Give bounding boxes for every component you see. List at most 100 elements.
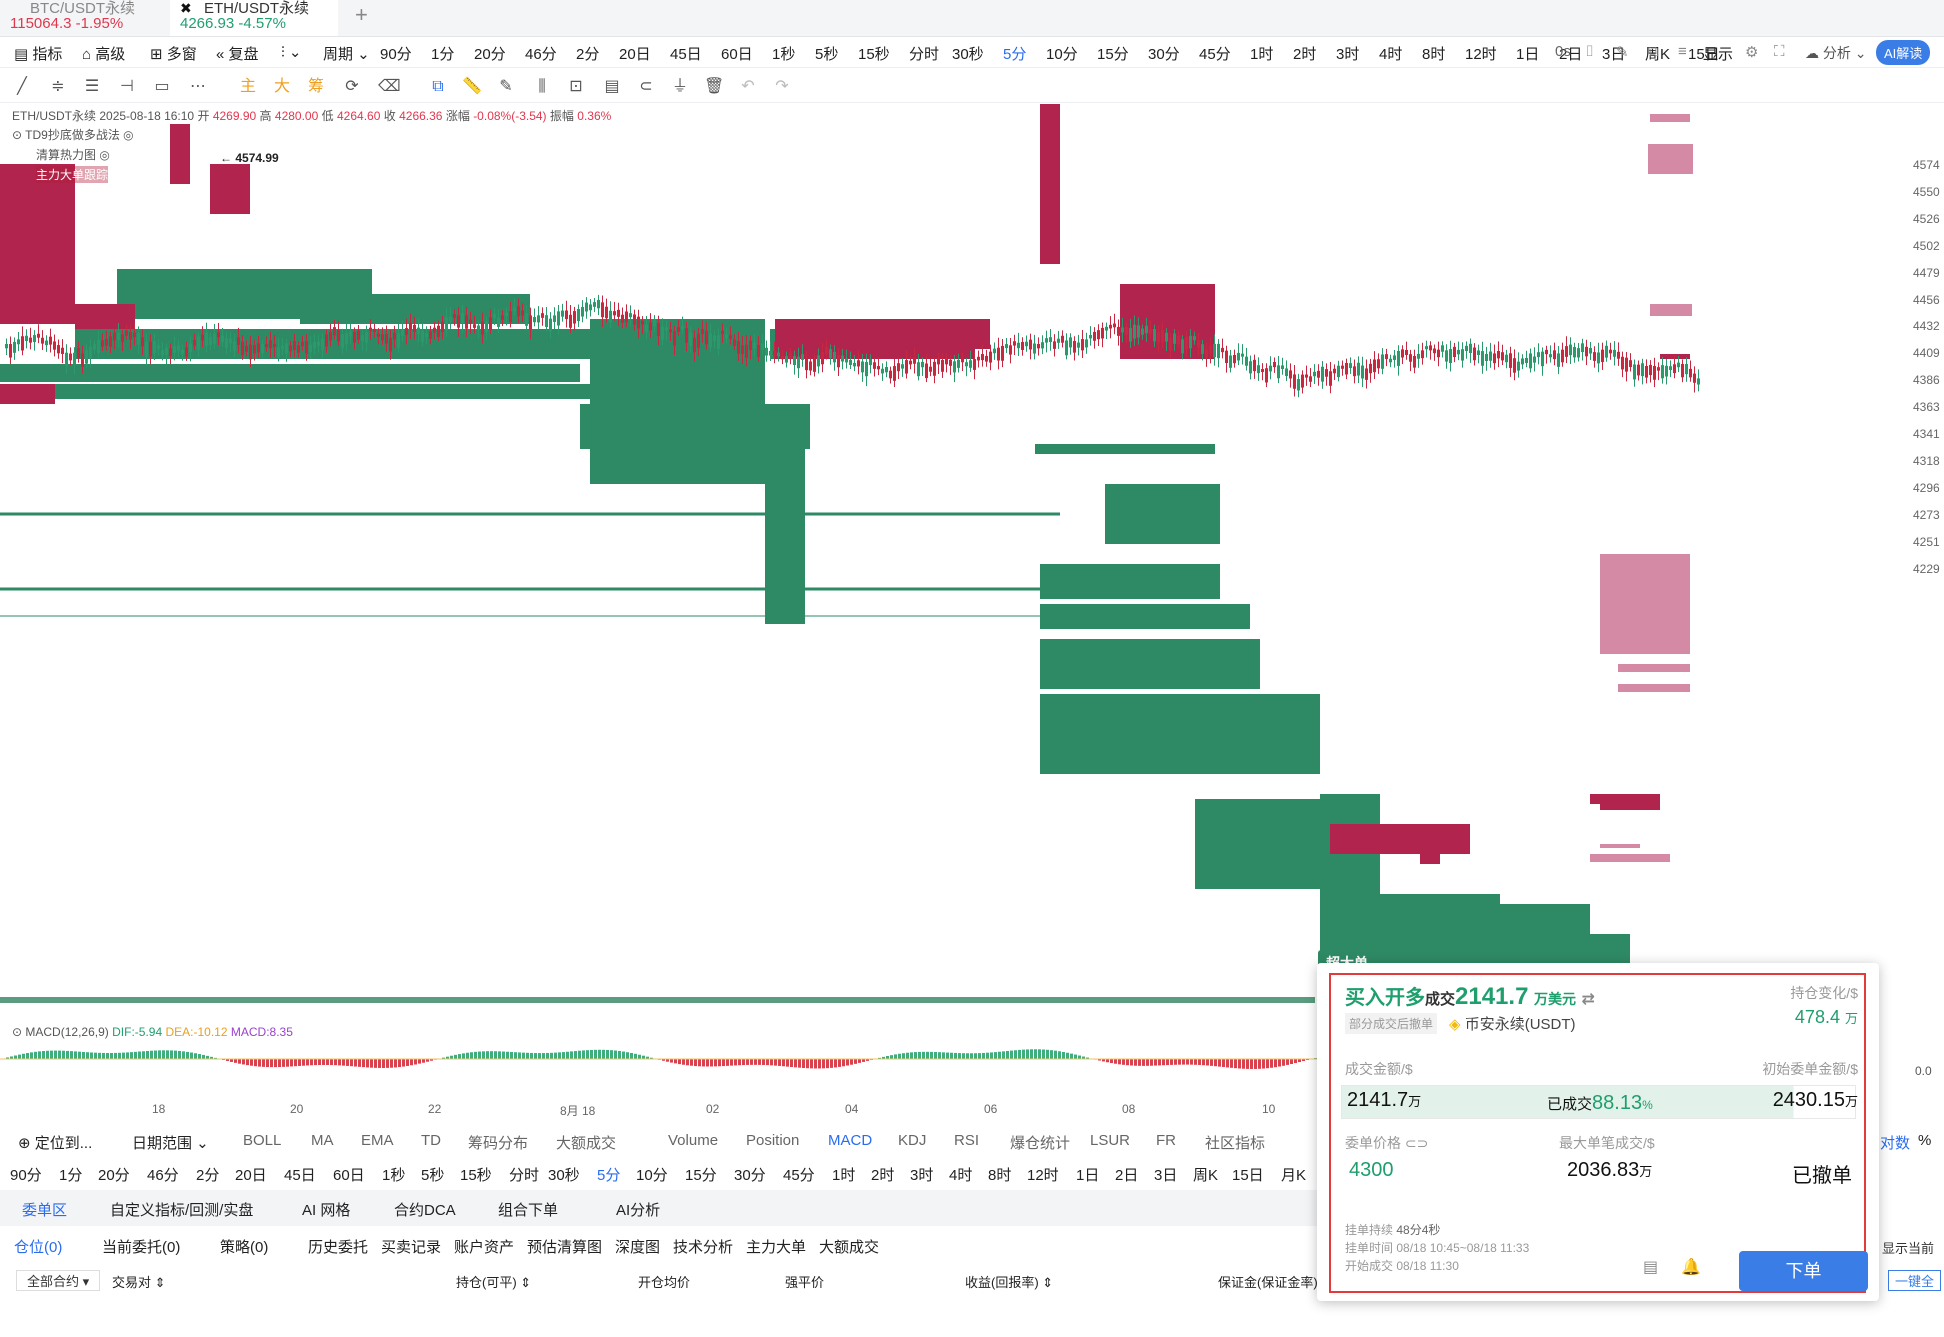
indicator-tab-12[interactable]: LSUR xyxy=(1090,1132,1131,1149)
chart-canvas[interactable] xyxy=(0,104,1944,1129)
indicator-tab-7[interactable]: Position xyxy=(746,1132,800,1149)
indicator-tab-11[interactable]: 爆仓统计 xyxy=(1010,1135,1071,1152)
period2-28[interactable]: 15日 xyxy=(1232,1167,1264,1184)
position-tab-3[interactable]: 历史委托 xyxy=(308,1239,369,1256)
replay-button[interactable]: « 复盘 xyxy=(216,46,259,63)
position-tab-8[interactable]: 技术分析 xyxy=(673,1239,734,1256)
ai-interpret-button[interactable]: AI解读 xyxy=(1876,40,1931,65)
period-18[interactable]: 1时 xyxy=(1250,46,1274,63)
period2-11[interactable]: 分时 xyxy=(509,1167,540,1184)
filter-icon[interactable]: ⏚ xyxy=(671,78,688,95)
period2-6[interactable]: 45日 xyxy=(284,1167,316,1184)
period-7[interactable]: 60日 xyxy=(721,46,753,63)
period2-1[interactable]: 1分 xyxy=(59,1167,83,1184)
position-tab-0[interactable]: 仓位(0) xyxy=(14,1239,63,1256)
period-14[interactable]: 10分 xyxy=(1046,46,1078,63)
period-21[interactable]: 4时 xyxy=(1379,46,1403,63)
position-tab-5[interactable]: 账户资产 xyxy=(454,1239,515,1256)
trash-icon[interactable]: 🗑 xyxy=(704,78,725,95)
one-click-close-button[interactable]: 一键全 xyxy=(1888,1270,1942,1291)
bottom-tab-5[interactable]: AI分析 xyxy=(616,1202,661,1219)
place-order-button[interactable]: 下单 xyxy=(1739,1251,1868,1291)
parallel-icon[interactable]: ☰ xyxy=(84,78,100,95)
period-8[interactable]: 1秒 xyxy=(772,46,796,63)
indicator-button[interactable]: ▤ 指标 xyxy=(14,46,63,63)
indicator-mainforce[interactable]: 主力大单跟踪 xyxy=(36,166,109,183)
redo-icon[interactable]: ↷ xyxy=(775,78,789,95)
period2-10[interactable]: 15秒 xyxy=(460,1167,492,1184)
period2-0[interactable]: 90分 xyxy=(10,1167,42,1184)
period-4[interactable]: 2分 xyxy=(576,46,600,63)
period2-24[interactable]: 1日 xyxy=(1076,1167,1100,1184)
period-0[interactable]: 90分 xyxy=(380,46,412,63)
period2-9[interactable]: 5秒 xyxy=(421,1167,445,1184)
period-16[interactable]: 30分 xyxy=(1148,46,1180,63)
pen-icon[interactable]: ✎ xyxy=(499,78,513,95)
period2-4[interactable]: 2分 xyxy=(196,1167,220,1184)
period-25[interactable]: 2日 xyxy=(1559,46,1583,63)
period2-15[interactable]: 15分 xyxy=(685,1167,717,1184)
period2-26[interactable]: 3日 xyxy=(1154,1167,1178,1184)
rectangle-icon[interactable]: ▭ xyxy=(154,78,170,95)
period2-16[interactable]: 30分 xyxy=(734,1167,766,1184)
period2-7[interactable]: 60日 xyxy=(333,1167,365,1184)
period2-18[interactable]: 1时 xyxy=(832,1167,856,1184)
indicator-tab-4[interactable]: 筹码分布 xyxy=(468,1135,529,1152)
period2-17[interactable]: 45分 xyxy=(783,1167,815,1184)
ruler-icon[interactable]: 📏 xyxy=(462,78,482,95)
bell-icon[interactable]: 🔔 xyxy=(1681,1259,1701,1276)
period2-8[interactable]: 1秒 xyxy=(382,1167,406,1184)
period-17[interactable]: 45分 xyxy=(1199,46,1231,63)
bottom-tab-3[interactable]: 合约DCA xyxy=(394,1202,456,1219)
position-tab-9[interactable]: 主力大单 xyxy=(746,1239,807,1256)
refresh-icon[interactable]: ⟳ xyxy=(345,78,359,95)
indicator-tab-1[interactable]: MA xyxy=(311,1132,334,1149)
big-order-icon[interactable]: 大 xyxy=(273,78,290,95)
period2-23[interactable]: 12时 xyxy=(1027,1167,1059,1184)
multi-window-button[interactable]: ⊞ 多窗 xyxy=(150,46,197,63)
position-tab-7[interactable]: 深度图 xyxy=(615,1239,661,1256)
period-28[interactable]: 15日 xyxy=(1688,46,1720,63)
copy-icon[interactable]: ⧉ xyxy=(432,78,444,95)
indicator-tab-14[interactable]: 社区指标 xyxy=(1205,1135,1266,1152)
position-tab-1[interactable]: 当前委托(0) xyxy=(102,1239,181,1256)
tab-eth[interactable]: ✖ ETH/USDT永续 4266.93 -4.57% xyxy=(170,0,338,36)
camera-icon[interactable]: ⌷ xyxy=(1585,43,1595,60)
period-11[interactable]: 分时 xyxy=(909,46,940,63)
trendline-icon[interactable]: ╱ xyxy=(17,78,27,95)
period2-14[interactable]: 10分 xyxy=(636,1167,668,1184)
period2-3[interactable]: 46分 xyxy=(147,1167,179,1184)
advanced-button[interactable]: ⌂ 高级 xyxy=(82,46,126,63)
lock-icon[interactable]: ⊡ xyxy=(569,78,583,95)
undo-icon[interactable]: ↶ xyxy=(741,78,755,95)
position-tab-4[interactable]: 买卖记录 xyxy=(381,1239,442,1256)
date-range-button[interactable]: 日期范围 ⌄ xyxy=(132,1135,209,1152)
note-icon[interactable]: ▤ xyxy=(1643,1259,1659,1276)
percent-button[interactable]: % xyxy=(1918,1132,1932,1149)
all-contracts-select[interactable]: 全部合约 ▾ xyxy=(16,1270,101,1291)
period-20[interactable]: 3时 xyxy=(1336,46,1360,63)
more-tools-icon[interactable]: ⋯ xyxy=(190,78,206,95)
list-icon[interactable]: ≡ xyxy=(1678,43,1687,60)
period-10[interactable]: 15秒 xyxy=(858,46,890,63)
period-22[interactable]: 8时 xyxy=(1422,46,1446,63)
period-1[interactable]: 1分 xyxy=(431,46,455,63)
note-icon[interactable]: ▤ xyxy=(604,78,620,95)
period-19[interactable]: 2时 xyxy=(1293,46,1317,63)
period2-2[interactable]: 20分 xyxy=(98,1167,130,1184)
col-pnl[interactable]: 收益(回报率) ⇕ xyxy=(965,1275,1054,1290)
chips-icon[interactable]: 筹 xyxy=(307,78,324,95)
price-chart[interactable]: ETH/USDT永续 2025-08-18 16:10 开 4269.90 高 … xyxy=(0,104,1944,1129)
indicator-heatmap[interactable]: 清算热力图 ◎ xyxy=(36,148,110,162)
tab-btc[interactable]: BTC/USDT永续 115064.3 -1.95% xyxy=(0,0,160,36)
period-dropdown[interactable]: 周期 ⌄ xyxy=(323,46,370,63)
bottom-tab-0[interactable]: 委单区 xyxy=(22,1202,68,1219)
period2-27[interactable]: 周K xyxy=(1193,1167,1219,1184)
period2-22[interactable]: 8时 xyxy=(988,1167,1012,1184)
bottom-tab-4[interactable]: 组合下单 xyxy=(498,1202,559,1219)
bottom-tab-1[interactable]: 自定义指标/回测/实盘 xyxy=(110,1202,254,1219)
hray-icon[interactable]: ⊣ xyxy=(120,78,134,95)
period2-5[interactable]: 20日 xyxy=(235,1167,267,1184)
period-3[interactable]: 46分 xyxy=(525,46,557,63)
period-6[interactable]: 45日 xyxy=(670,46,702,63)
